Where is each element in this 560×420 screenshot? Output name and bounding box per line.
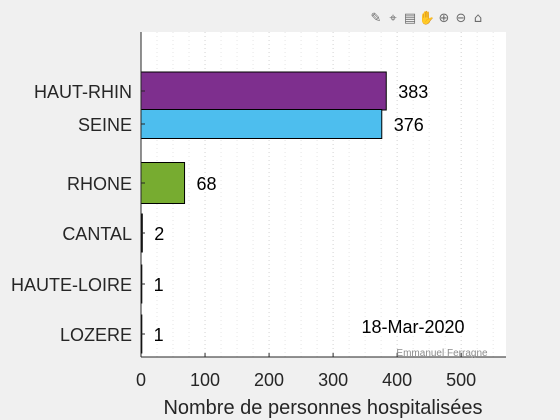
- bar-value-label: 68: [197, 174, 217, 194]
- credit-text: Emmanuel Ferragne: [396, 348, 488, 359]
- bar-value-label: 1: [154, 275, 164, 295]
- y-category-labels: HAUT-RHIN SEINE RHONE CANTAL HAUTE-LOIRE LOZE…: [11, 82, 145, 345]
- zoom-out-icon[interactable]: ⊖: [453, 9, 469, 27]
- bar-value-label: 376: [394, 115, 424, 135]
- legend-icon[interactable]: ▤: [402, 9, 418, 27]
- axes-toolbar: ✎ ⌖ ▤ ✋ ⊕ ⊖ ⌂: [368, 8, 486, 28]
- category-label: HAUTE-LOIRE: [11, 275, 132, 295]
- bar-seine: [141, 110, 382, 139]
- category-label: SEINE: [78, 115, 132, 135]
- x-tick-label: 400: [382, 370, 412, 390]
- bar-value-label: 2: [154, 224, 164, 244]
- x-tick-label: 200: [254, 370, 284, 390]
- home-icon[interactable]: ⌂: [470, 9, 486, 27]
- pan-icon[interactable]: ✋: [419, 9, 435, 27]
- bar-value-label: 383: [398, 82, 428, 102]
- x-tick-label: 0: [136, 370, 146, 390]
- category-label: LOZERE: [60, 325, 132, 345]
- datatip-icon[interactable]: ⌖: [385, 9, 401, 27]
- bar-value-label: 1: [154, 325, 164, 345]
- date-annotation: 18-Mar-2020: [361, 317, 464, 337]
- bar-rhone: [141, 163, 185, 204]
- zoom-in-icon[interactable]: ⊕: [436, 9, 452, 27]
- category-label: RHONE: [67, 174, 132, 194]
- x-tick-label: 300: [318, 370, 348, 390]
- brush-icon[interactable]: ✎: [368, 9, 384, 27]
- x-tick-label: 500: [446, 370, 476, 390]
- category-label: CANTAL: [62, 224, 132, 244]
- x-axis-label: Nombre de personnes hospitalisées: [163, 397, 482, 419]
- category-label: HAUT-RHIN: [34, 82, 132, 102]
- bar-haut-rhin: [141, 72, 386, 110]
- x-tick-label: 100: [190, 370, 220, 390]
